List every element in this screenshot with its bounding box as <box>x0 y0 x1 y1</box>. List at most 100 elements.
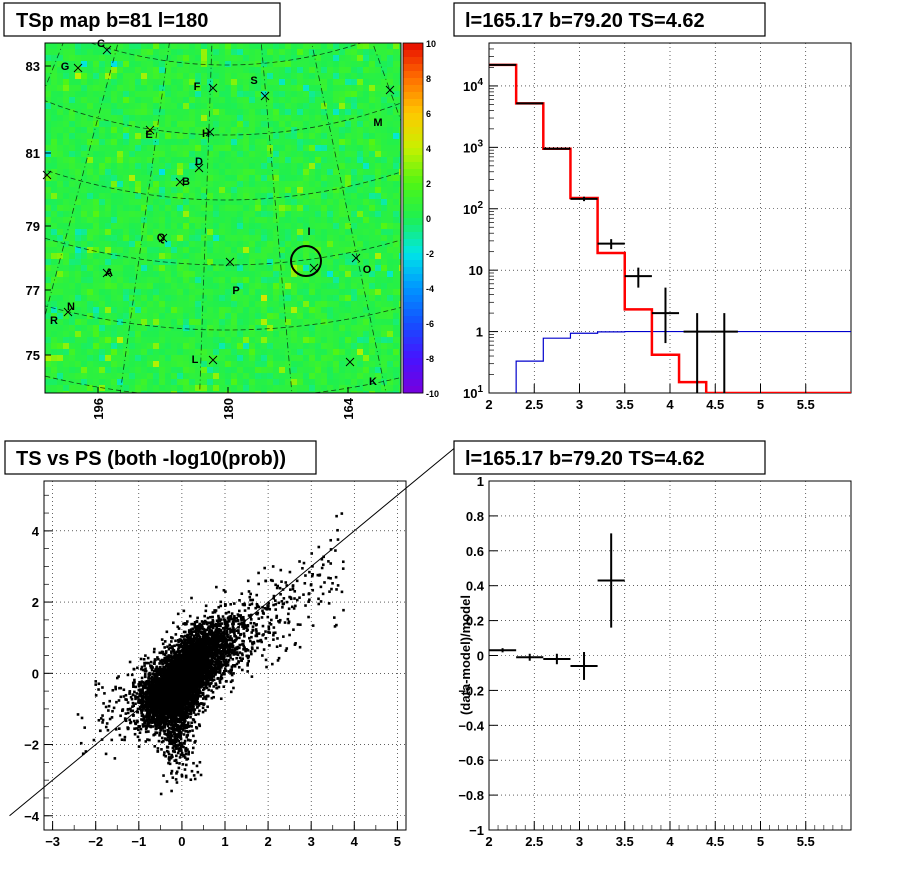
tsmap-cell[interactable] <box>117 301 123 307</box>
tsmap-cell[interactable] <box>153 103 159 109</box>
tsmap-cell[interactable] <box>261 361 267 367</box>
tsmap-cell[interactable] <box>267 259 273 265</box>
tsmap-cell[interactable] <box>63 313 69 319</box>
tsmap-cell[interactable] <box>243 385 249 391</box>
tsmap-cell[interactable] <box>333 247 339 253</box>
tsmap-cell[interactable] <box>267 277 273 283</box>
tsmap-cell[interactable] <box>363 385 369 391</box>
tsmap-cell[interactable] <box>201 217 207 223</box>
tsmap-cell[interactable] <box>219 91 225 97</box>
tsmap-cell[interactable] <box>189 109 195 115</box>
tsmap-cell[interactable] <box>135 223 141 229</box>
tsmap-cell[interactable] <box>93 223 99 229</box>
tsmap-cell[interactable] <box>141 163 147 169</box>
tsmap-cell[interactable] <box>387 163 393 169</box>
tsmap-cell[interactable] <box>279 295 285 301</box>
tsmap-cell[interactable] <box>201 373 207 379</box>
tsmap-cell[interactable] <box>219 319 225 325</box>
tsmap-cell[interactable] <box>279 349 285 355</box>
tsmap-cell[interactable] <box>69 67 75 73</box>
tsmap-cell[interactable] <box>63 247 69 253</box>
tsmap-cell[interactable] <box>195 121 201 127</box>
tsmap-cell[interactable] <box>147 121 153 127</box>
tsmap-cell[interactable] <box>45 361 51 367</box>
tsmap-cell[interactable] <box>141 373 147 379</box>
tsmap-cell[interactable] <box>75 115 81 121</box>
tsmap-cell[interactable] <box>129 109 135 115</box>
tsmap-cell[interactable] <box>351 43 357 49</box>
tsmap-cell[interactable] <box>261 367 267 373</box>
tsmap-cell[interactable] <box>135 43 141 49</box>
tsmap-cell[interactable] <box>123 115 129 121</box>
tsmap-cell[interactable] <box>123 67 129 73</box>
tsmap-cell[interactable] <box>93 97 99 103</box>
tsmap-cell[interactable] <box>297 67 303 73</box>
tsmap-cell[interactable] <box>291 355 297 361</box>
tsmap-cell[interactable] <box>159 247 165 253</box>
tsmap-cell[interactable] <box>75 355 81 361</box>
tsmap-cell[interactable] <box>57 319 63 325</box>
tsmap-cell[interactable] <box>117 91 123 97</box>
tsmap-cell[interactable] <box>375 385 381 391</box>
tsmap-cell[interactable] <box>375 109 381 115</box>
tsmap-cell[interactable] <box>129 283 135 289</box>
tsmap-cell[interactable] <box>45 277 51 283</box>
tsmap-cell[interactable] <box>351 391 357 397</box>
tsmap-cell[interactable] <box>75 247 81 253</box>
tsmap-cell[interactable] <box>267 385 273 391</box>
tsmap-cell[interactable] <box>225 199 231 205</box>
tsmap-cell[interactable] <box>159 223 165 229</box>
tsmap-cell[interactable] <box>57 289 63 295</box>
tsmap-cell[interactable] <box>381 199 387 205</box>
tsmap-cell[interactable] <box>147 193 153 199</box>
tsmap-cell[interactable] <box>123 259 129 265</box>
tsmap-cell[interactable] <box>213 85 219 91</box>
tsmap-cell[interactable] <box>183 349 189 355</box>
tsmap-cell[interactable] <box>249 97 255 103</box>
tsmap-cell[interactable] <box>345 367 351 373</box>
tsmap-cell[interactable] <box>219 253 225 259</box>
tsmap-cell[interactable] <box>69 121 75 127</box>
tsmap-cell[interactable] <box>333 85 339 91</box>
tsmap-cell[interactable] <box>105 115 111 121</box>
tsmap-cell[interactable] <box>375 193 381 199</box>
tsmap-cell[interactable] <box>195 265 201 271</box>
tsmap-cell[interactable] <box>123 187 129 193</box>
tsmap-cell[interactable] <box>375 247 381 253</box>
tsmap-cell[interactable] <box>357 79 363 85</box>
tsmap-cell[interactable] <box>261 169 267 175</box>
tsmap-cell[interactable] <box>279 199 285 205</box>
tsmap-cell[interactable] <box>261 175 267 181</box>
tsmap-cell[interactable] <box>63 187 69 193</box>
tsmap-cell[interactable] <box>363 277 369 283</box>
tsmap-cell[interactable] <box>237 379 243 385</box>
tsmap-cell[interactable] <box>213 253 219 259</box>
tsmap-cell[interactable] <box>177 61 183 67</box>
tsmap-cell[interactable] <box>57 49 63 55</box>
tsmap-cell[interactable] <box>87 163 93 169</box>
tsmap-cell[interactable] <box>129 61 135 67</box>
tsmap-cell[interactable] <box>165 211 171 217</box>
tsmap-cell[interactable] <box>273 43 279 49</box>
tsmap-cell[interactable] <box>141 151 147 157</box>
tsmap-cell[interactable] <box>255 97 261 103</box>
tsmap-cell[interactable] <box>129 55 135 61</box>
tsmap-cell[interactable] <box>339 49 345 55</box>
tsmap-cell[interactable] <box>183 343 189 349</box>
tsmap-cell[interactable] <box>303 379 309 385</box>
tsmap-cell[interactable] <box>261 43 267 49</box>
tsmap-cell[interactable] <box>345 355 351 361</box>
tsmap-cell[interactable] <box>189 229 195 235</box>
tsmap-cell[interactable] <box>315 91 321 97</box>
tsmap-cell[interactable] <box>231 193 237 199</box>
tsmap-cell[interactable] <box>93 247 99 253</box>
scatter-point[interactable] <box>149 660 153 664</box>
tsmap-cell[interactable] <box>279 67 285 73</box>
tsmap-cell[interactable] <box>399 49 405 55</box>
tsmap-cell[interactable] <box>285 379 291 385</box>
tsmap-cell[interactable] <box>177 139 183 145</box>
tsmap-cell[interactable] <box>57 247 63 253</box>
tsmap-cell[interactable] <box>321 361 327 367</box>
tsmap-cell[interactable] <box>135 91 141 97</box>
tsmap-cell[interactable] <box>267 157 273 163</box>
